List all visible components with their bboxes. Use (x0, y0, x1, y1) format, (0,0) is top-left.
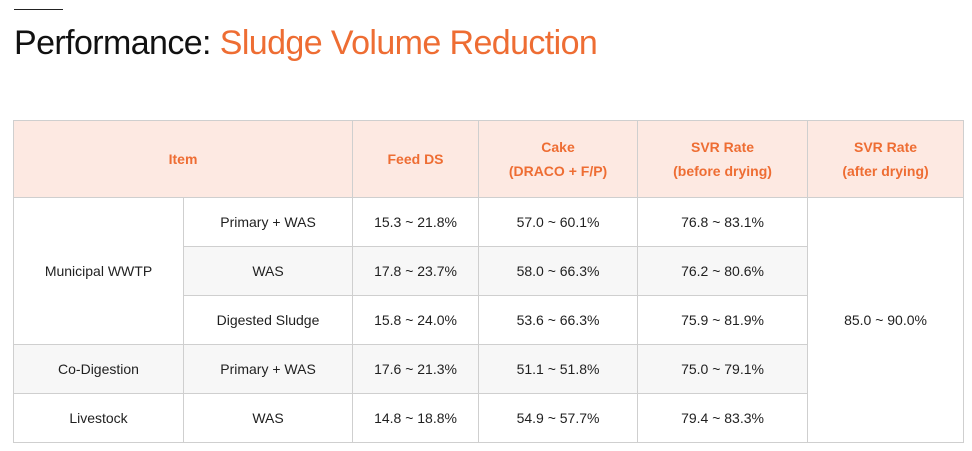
row-feed-ds: 17.8 ~ 23.7% (352, 246, 480, 296)
header-svr-after-line2: (after drying) (842, 163, 929, 179)
row-svr-before: 75.9 ~ 81.9% (637, 295, 809, 345)
header-svr-before-line1: SVR Rate (691, 139, 755, 155)
group-codigestion: Co-Digestion (13, 344, 184, 394)
row-cake: 54.9 ~ 57.7% (478, 393, 639, 443)
header-row: Item Feed DS Cake (DRACO + F/P) SVR Rate (… (12, 120, 965, 198)
page-title-lead: Performance: (14, 24, 211, 62)
table-row: Livestock WAS 14.8 ~ 18.8% 54.9 ~ 57.7% … (13, 393, 964, 443)
title-rule (14, 9, 63, 10)
row-sub-item: Primary + WAS (182, 197, 354, 247)
group-municipal: Municipal WWTP (13, 197, 184, 345)
row-svr-before: 75.0 ~ 79.1% (637, 344, 809, 394)
table-row: WAS 17.8 ~ 23.7% 58.0 ~ 66.3% 76.2 ~ 80.… (14, 246, 964, 296)
header-svr-before: SVR Rate (before drying) (637, 120, 809, 198)
row-feed-ds: 15.8 ~ 24.0% (352, 295, 480, 345)
row-cake: 58.0 ~ 66.3% (478, 246, 639, 296)
header-svr-after: SVR Rate (after drying) (807, 120, 965, 198)
row-svr-before: 76.2 ~ 80.6% (637, 246, 809, 296)
row-sub-item: WAS (182, 246, 354, 296)
row-feed-ds: 17.6 ~ 21.3% (352, 344, 480, 394)
header-item: Item (12, 120, 354, 198)
header-svr-before-line2: (before drying) (673, 163, 772, 179)
table-row: Co-Digestion Primary + WAS 17.6 ~ 21.3% … (13, 344, 964, 394)
row-svr-before: 76.8 ~ 83.1% (637, 197, 809, 247)
row-sub-item: Digested Sludge (182, 295, 354, 345)
header-cake: Cake (DRACO + F/P) (478, 120, 639, 198)
row-cake: 51.1 ~ 51.8% (478, 344, 639, 394)
row-sub-item: WAS (182, 393, 354, 443)
row-cake: 57.0 ~ 60.1% (478, 197, 639, 247)
table-row: Municipal WWTP Primary + WAS 15.3 ~ 21.8… (13, 197, 965, 443)
row-feed-ds: 14.8 ~ 18.8% (352, 393, 480, 443)
row-sub-item: Primary + WAS (182, 344, 354, 394)
header-feed-ds: Feed DS (352, 120, 480, 198)
svr-after-all: 85.0 ~ 90.0% (807, 197, 965, 443)
page-title: Performance: Sludge Volume Reduction (14, 20, 598, 66)
row-cake: 53.6 ~ 66.3% (478, 295, 639, 345)
performance-table: Item Feed DS Cake (DRACO + F/P) SVR Rate (… (12, 120, 965, 443)
header-svr-after-line1: SVR Rate (854, 139, 918, 155)
table-row: Digested Sludge 15.8 ~ 24.0% 53.6 ~ 66.3… (14, 295, 964, 345)
group-livestock: Livestock (13, 393, 184, 443)
row-feed-ds: 15.3 ~ 21.8% (352, 197, 480, 247)
header-cake-line1: Cake (541, 139, 575, 155)
page-title-accent: Sludge Volume Reduction (219, 24, 598, 62)
header-cake-line2: (DRACO + F/P) (508, 163, 608, 179)
row-svr-before: 79.4 ~ 83.3% (637, 393, 809, 443)
